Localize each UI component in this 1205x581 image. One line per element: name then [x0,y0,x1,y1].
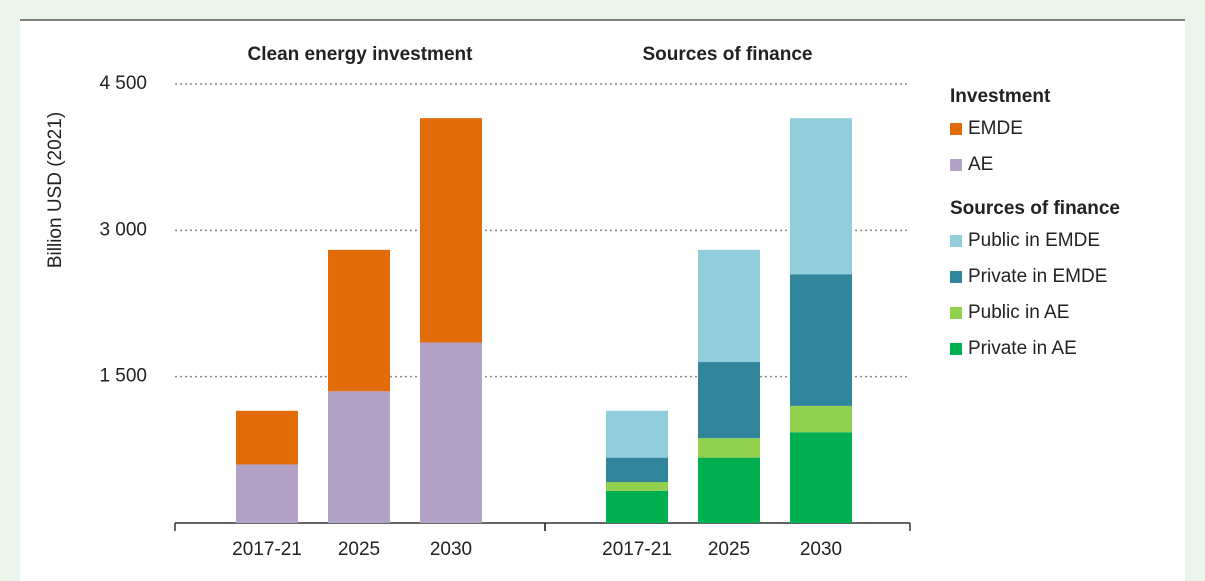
legend-label: EMDE [968,118,1023,139]
bar-segment [698,362,760,439]
bar-segment [698,457,760,523]
bar-segment [236,464,298,523]
bar-segment [328,391,390,523]
x-tick-label: 2017-21 [602,539,672,560]
x-tick-label: 2030 [800,539,842,560]
y-tick-label: 1 500 [99,366,147,387]
legend-swatch [950,235,962,247]
y-tick-label: 4 500 [99,73,147,94]
bar-segment [606,482,668,491]
bar-segment [790,118,852,275]
legend-label: AE [968,154,993,175]
bar-segment [420,118,482,343]
x-tick-label: 2025 [708,539,750,560]
bar-segment [606,457,668,483]
bar-segment [236,410,298,465]
legend-swatch [950,271,962,283]
bar-segment [606,490,668,523]
legend-swatch [950,159,962,171]
legend-label: Private in AE [968,338,1077,359]
legend-swatch [950,343,962,355]
bar-segment [790,432,852,523]
x-tick-label: 2017-21 [232,539,302,560]
legend-label: Private in EMDE [968,266,1107,287]
x-tick-label: 2025 [338,539,380,560]
bar-segment [606,410,668,458]
y-tick-label: 3 000 [99,219,147,240]
bar-segment [698,438,760,458]
legend-label: Public in EMDE [968,230,1100,251]
chart-title: Sources of finance [643,44,813,65]
bar-segment [328,249,390,392]
legend-title: Investment [950,86,1051,107]
chart-title: Clean energy investment [248,44,474,65]
bar-segment [698,249,760,363]
x-tick-label: 2030 [430,539,472,560]
panel [20,20,1185,581]
bar-segment [790,405,852,433]
legend-swatch [950,307,962,319]
legend-label: Public in AE [968,302,1069,323]
legend-title: Sources of finance [950,198,1120,219]
bar-segment [790,274,852,406]
y-axis-label: Billion USD (2021) [45,112,66,268]
legend-swatch [950,123,962,135]
bar-segment [420,342,482,523]
